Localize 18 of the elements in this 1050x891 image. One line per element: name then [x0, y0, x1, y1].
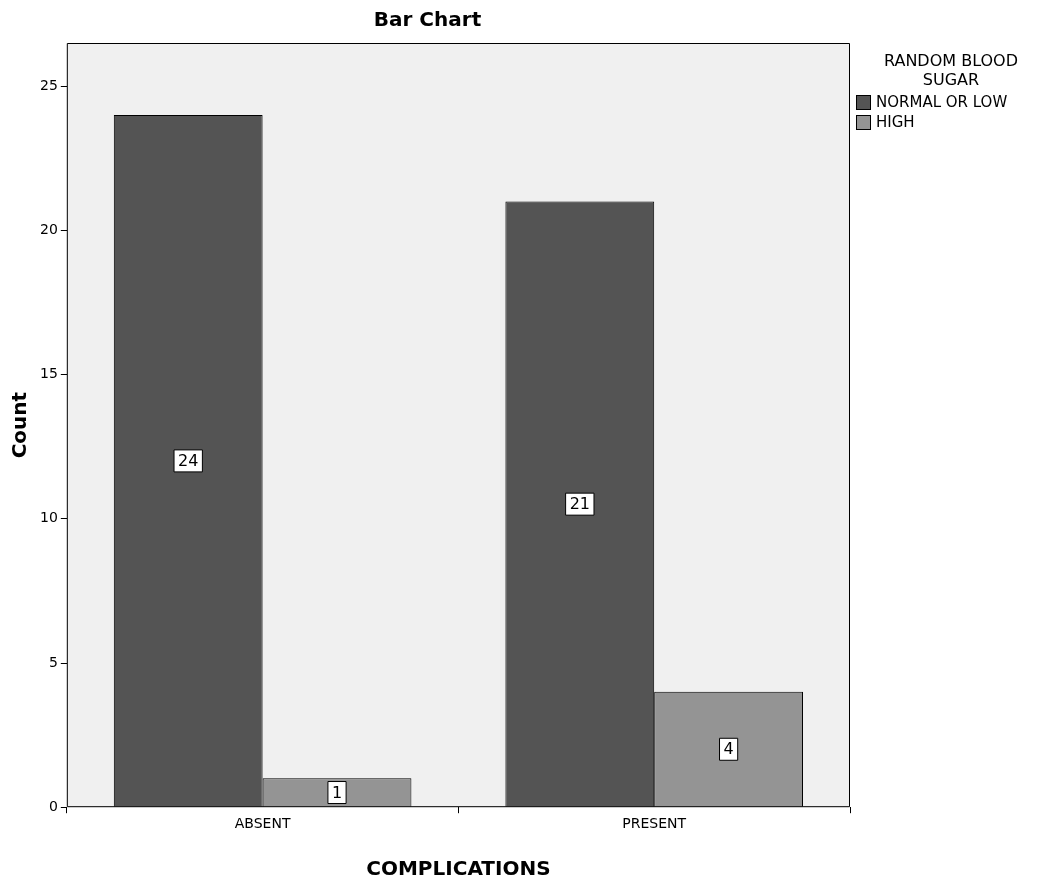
legend-label: NORMAL OR LOW [876, 93, 1008, 111]
y-tick-label: 5 [48, 653, 58, 670]
x-tick-label: ABSENT [234, 815, 291, 832]
x-axis-title: COMPLICATIONS [366, 856, 551, 881]
data-label: 1 [331, 782, 343, 802]
y-axis-title: Count [7, 391, 32, 459]
legend-label: HIGH [876, 113, 915, 131]
y-tick-label: 0 [48, 797, 58, 814]
data-label: 4 [723, 739, 734, 759]
y-tick-label: 20 [39, 221, 58, 238]
legend-title: RANDOM BLOOD SUGAR [883, 51, 1019, 89]
data-label: 24 [178, 451, 199, 471]
y-tick-label: 25 [39, 76, 58, 93]
chart-title: Bar Chart [373, 7, 482, 32]
y-tick-label: 10 [39, 509, 58, 526]
data-label: 21 [569, 494, 590, 514]
x-tick-label: PRESENT [622, 815, 687, 832]
y-tick-label: 15 [39, 365, 58, 382]
